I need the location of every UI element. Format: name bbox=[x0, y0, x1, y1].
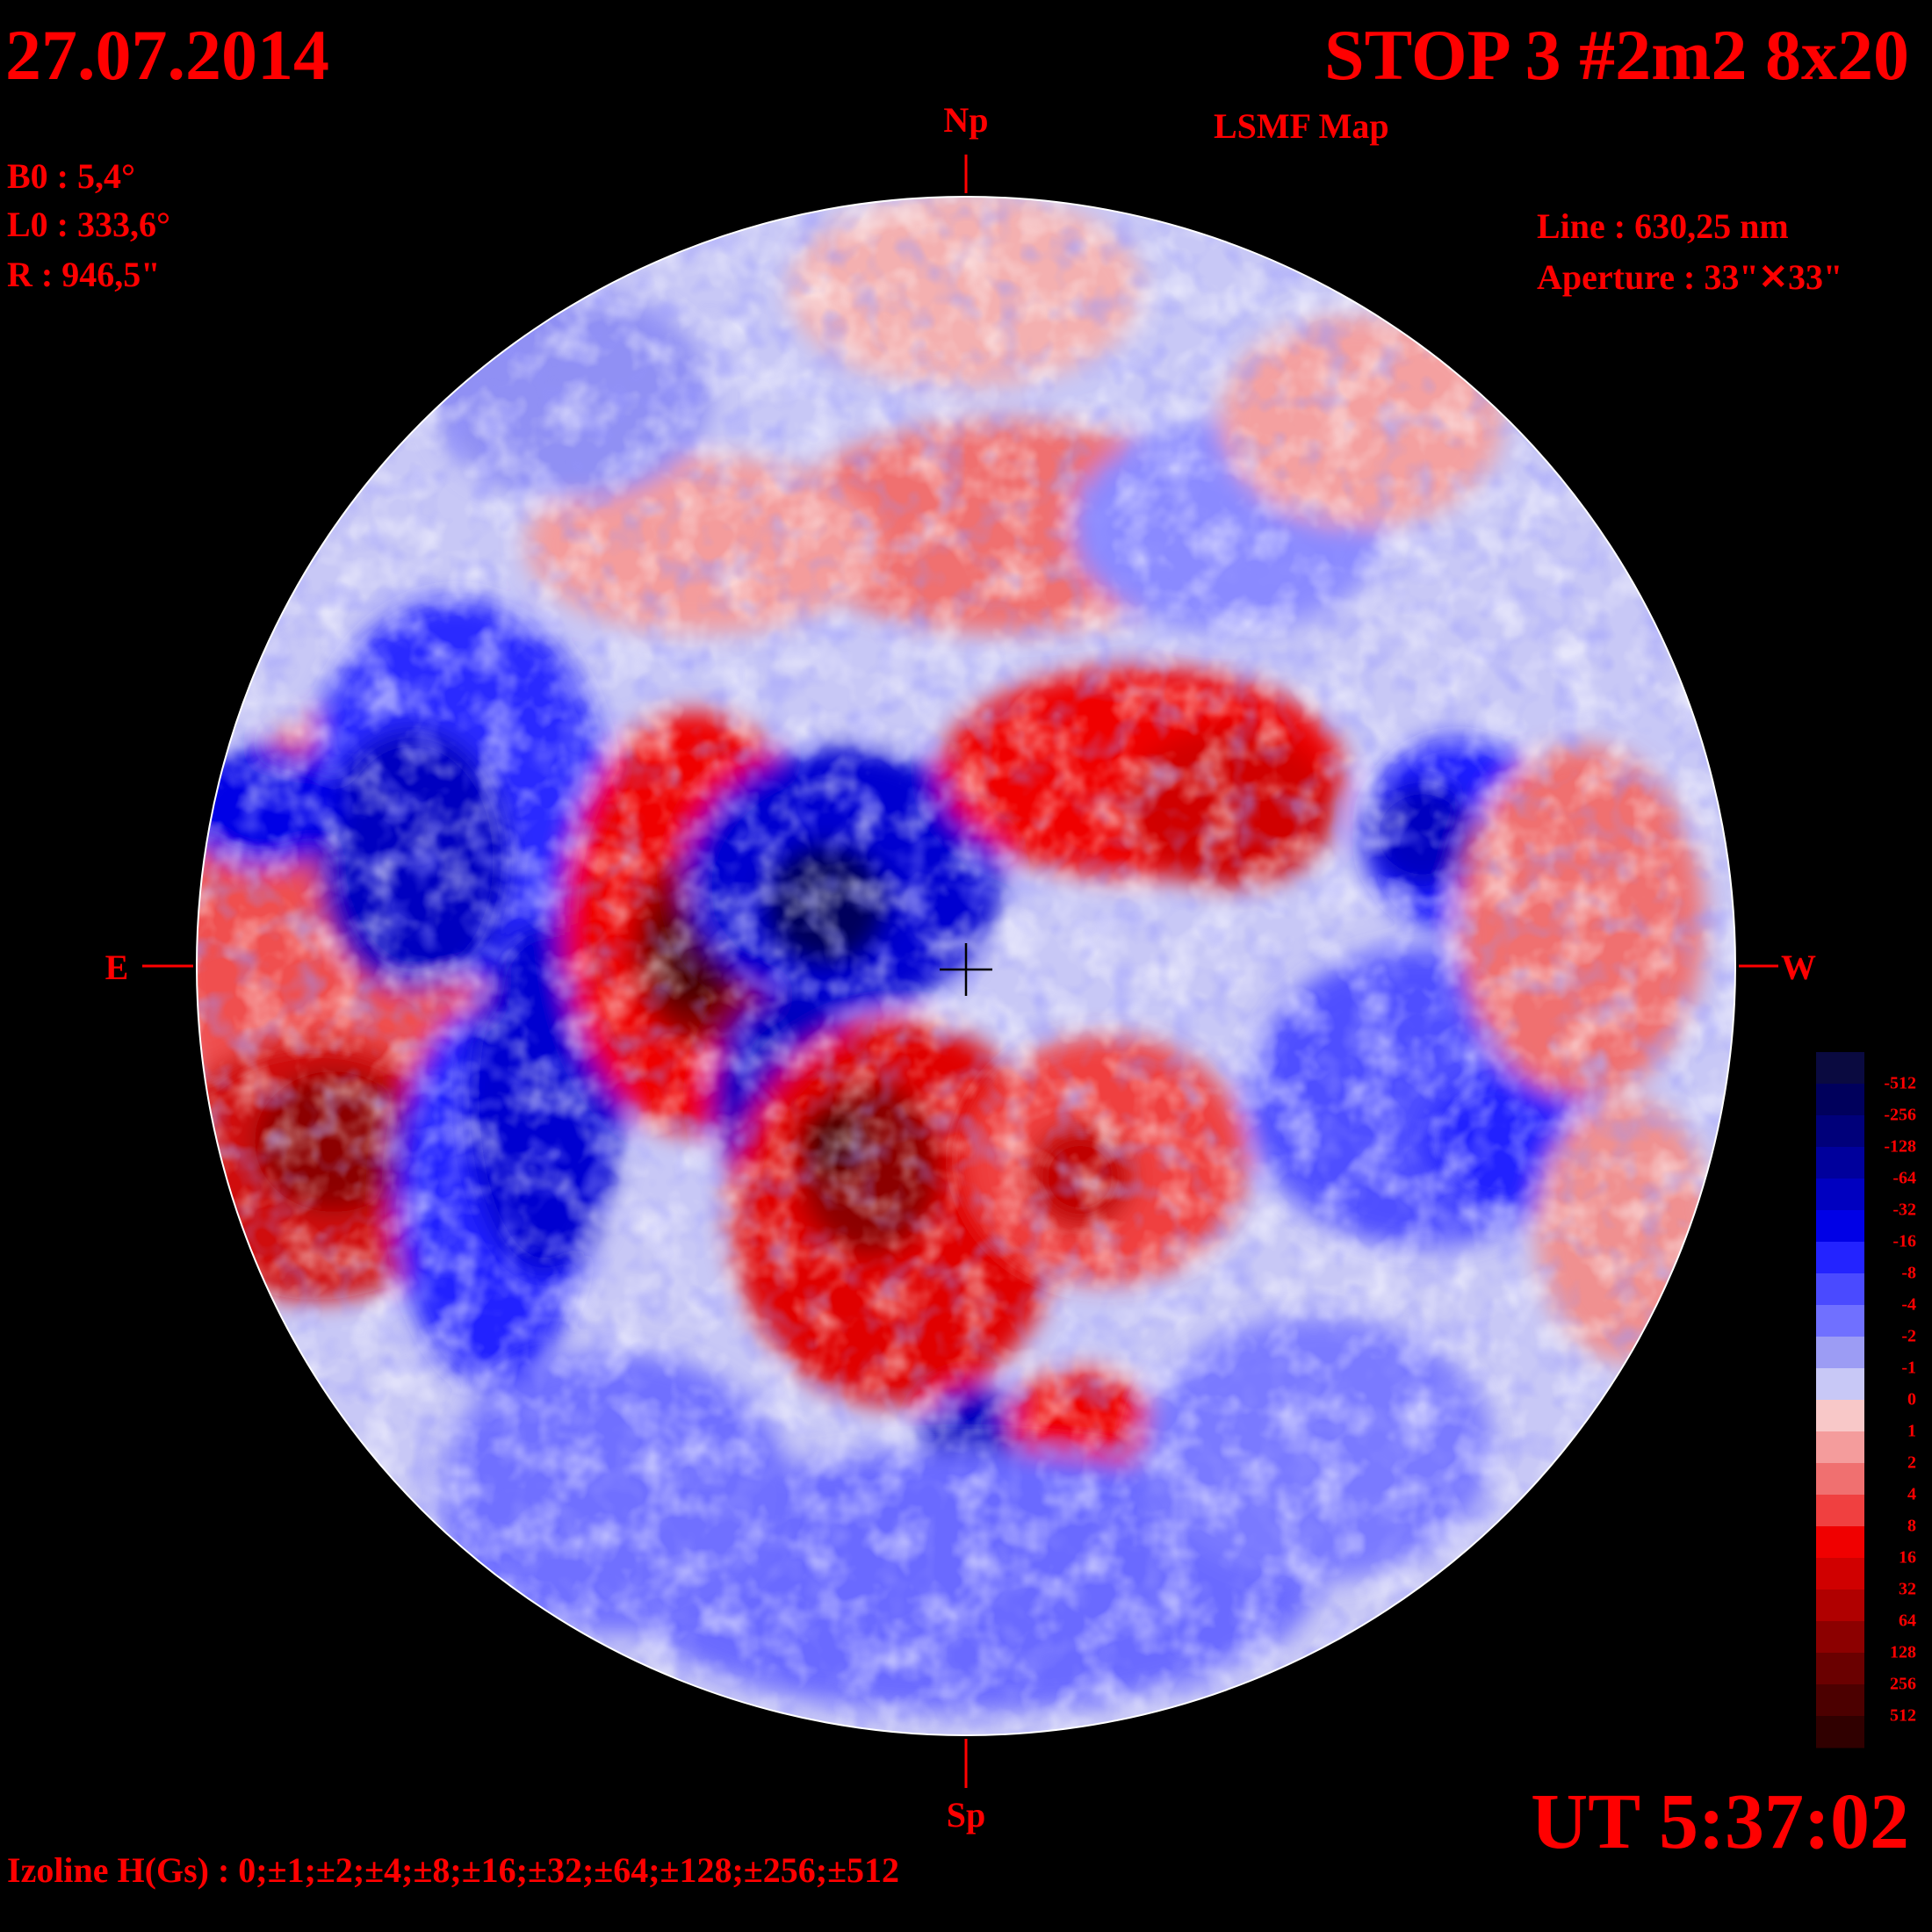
observation-date: 27.07.2014 bbox=[5, 15, 329, 95]
legend-swatch bbox=[1816, 1495, 1864, 1527]
legend-label: 128 bbox=[1890, 1643, 1916, 1662]
legend-label: 2 bbox=[1907, 1453, 1916, 1473]
legend-swatch bbox=[1816, 1337, 1864, 1369]
legend-swatch bbox=[1816, 1400, 1864, 1432]
param-aperture: Aperture : 33"✕33" bbox=[1537, 257, 1843, 297]
legend-label: -128 bbox=[1884, 1137, 1916, 1157]
legend-swatch bbox=[1816, 1052, 1864, 1085]
legend-swatch bbox=[1816, 1590, 1864, 1622]
legend-label: -16 bbox=[1892, 1232, 1916, 1251]
ut-time: UT 5:37:02 bbox=[1531, 1778, 1909, 1865]
legend-label: 16 bbox=[1899, 1548, 1916, 1568]
legend-swatch bbox=[1816, 1305, 1864, 1337]
param-b0: B0 : 5,4° bbox=[7, 156, 135, 196]
legend-label: 4 bbox=[1907, 1485, 1916, 1504]
legend-label: -2 bbox=[1901, 1327, 1916, 1346]
legend-swatch bbox=[1816, 1084, 1864, 1116]
legend-label: 64 bbox=[1899, 1611, 1916, 1631]
label-west: W bbox=[1781, 948, 1816, 987]
izoline-levels: Izoline H(Gs) : 0;±1;±2;±4;±8;±16;±32;±6… bbox=[7, 1850, 900, 1890]
legend-swatch bbox=[1816, 1621, 1864, 1654]
legend-label: -32 bbox=[1892, 1200, 1916, 1220]
legend-label: 8 bbox=[1907, 1517, 1916, 1536]
legend-swatch bbox=[1816, 1115, 1864, 1148]
legend-swatch bbox=[1816, 1431, 1864, 1464]
legend-label: -1 bbox=[1901, 1359, 1916, 1378]
legend-label: -512 bbox=[1884, 1074, 1916, 1093]
legend-swatch bbox=[1816, 1179, 1864, 1211]
legend-label: -64 bbox=[1892, 1169, 1916, 1188]
legend-swatch bbox=[1816, 1684, 1864, 1717]
map-title: STOP 3 #2m2 8x20 bbox=[1324, 15, 1909, 95]
legend-swatch bbox=[1816, 1147, 1864, 1179]
param-l0: L0 : 333,6° bbox=[7, 205, 170, 244]
legend-label: 1 bbox=[1907, 1422, 1916, 1441]
legend-label: -8 bbox=[1901, 1264, 1916, 1283]
legend-swatch bbox=[1816, 1273, 1864, 1306]
label-north: Np bbox=[943, 100, 988, 140]
disk-limb bbox=[196, 196, 1736, 1736]
legend-swatch bbox=[1816, 1653, 1864, 1685]
legend-swatch bbox=[1816, 1558, 1864, 1590]
map-subtitle: LSMF Map bbox=[1214, 106, 1389, 146]
label-east: E bbox=[105, 948, 129, 987]
legend-label: 32 bbox=[1899, 1580, 1916, 1599]
legend-label: 512 bbox=[1890, 1706, 1916, 1726]
param-line: Line : 630,25 nm bbox=[1537, 206, 1789, 246]
legend-swatch bbox=[1816, 1242, 1864, 1274]
legend-swatch bbox=[1816, 1210, 1864, 1243]
label-south: Sp bbox=[947, 1795, 986, 1835]
legend-swatch bbox=[1816, 1368, 1864, 1401]
legend-label: -4 bbox=[1901, 1295, 1916, 1315]
legend-label: -256 bbox=[1884, 1106, 1916, 1125]
legend-label: 256 bbox=[1890, 1675, 1916, 1694]
legend-label: 0 bbox=[1907, 1390, 1916, 1409]
legend-swatch bbox=[1816, 1463, 1864, 1496]
param-r: R : 946,5" bbox=[7, 255, 161, 294]
legend-swatch bbox=[1816, 1526, 1864, 1559]
legend-swatch bbox=[1816, 1716, 1864, 1748]
